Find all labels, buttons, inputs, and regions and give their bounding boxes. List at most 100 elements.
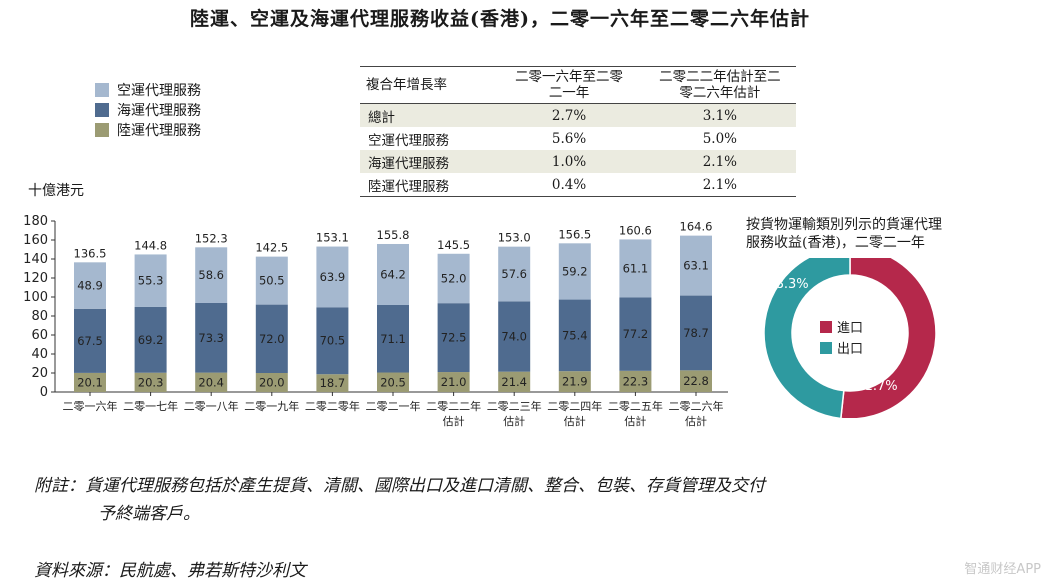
bar-segment	[619, 370, 652, 392]
table-row: 總計 2.7% 3.1%	[360, 103, 796, 127]
bar-total-label: 164.6	[680, 220, 713, 234]
bar-segment	[437, 303, 470, 373]
bar-segment	[134, 306, 167, 373]
x-axis-category-label: 估計	[624, 414, 646, 428]
bar-segment-label: 52.0	[441, 271, 467, 285]
y-axis-tick-label: 120	[23, 271, 48, 286]
footnote-line2: 予終端客戶。	[98, 504, 200, 524]
x-axis-category-label: 估計	[443, 414, 465, 428]
bar-segment	[558, 371, 591, 392]
donut-slice-label: 48.3%	[767, 277, 808, 292]
legend-swatch-sea	[95, 103, 109, 117]
bar-segment-label: 73.3	[198, 331, 224, 345]
footnote-label: 附註：	[34, 476, 85, 496]
source-note: 資料來源：民航處、弗若斯特沙利文	[34, 561, 306, 581]
bar-segment-label: 75.4	[562, 328, 588, 342]
table-row: 陸運代理服務 0.4% 2.1%	[360, 173, 796, 197]
y-axis-tick-label: 60	[31, 328, 48, 343]
legend-item-air: 空運代理服務	[95, 80, 201, 100]
donut-title-line2: 服務收益(香港)，二零二一年	[746, 235, 925, 251]
x-axis-category-label: 二零一九年	[244, 399, 299, 413]
x-axis-category-label: 估計	[503, 414, 525, 428]
bar-total-label: 152.3	[195, 231, 228, 245]
bar-segment	[74, 372, 106, 392]
bar-segment-label: 21.0	[441, 375, 467, 389]
bar-segment	[498, 246, 531, 302]
legend: 空運代理服務 海運代理服務 陸運代理服務	[95, 80, 201, 140]
bar-segment	[680, 295, 712, 371]
y-axis-tick-label: 100	[23, 290, 48, 305]
bar-segment-label: 48.9	[77, 279, 103, 293]
bar-segment-label: 69.2	[138, 333, 164, 347]
donut-slice-label: 51.7%	[856, 379, 897, 394]
legend-item-land: 陸運代理服務	[95, 120, 201, 140]
bar-segment	[316, 374, 349, 392]
legend-label-air: 空運代理服務	[117, 83, 201, 99]
cagr-header-label: 複合年增長率	[366, 77, 447, 93]
bar-segment-label: 22.3	[623, 374, 649, 388]
bar-segment-label: 55.3	[138, 274, 164, 288]
legend-swatch-air	[95, 83, 109, 97]
bar-segment-label: 63.9	[320, 270, 346, 284]
bar-total-label: 156.5	[558, 227, 591, 241]
x-axis-category-label: 估計	[564, 414, 586, 428]
bar-segment-label: 78.7	[683, 326, 709, 340]
bar-segment	[377, 304, 409, 373]
bar-segment-label: 61.1	[623, 261, 649, 275]
cagr-table-header-row: 複合年增長率 二零一六年至二零二一年 二零二二年估計至二零二六年估計	[360, 66, 796, 104]
cagr-row-label: 總計	[368, 109, 395, 126]
cagr-row-label: 陸運代理服務	[368, 178, 449, 195]
x-axis-category-label: 二零二零年	[305, 399, 360, 413]
y-axis-tick-label: 140	[23, 252, 48, 267]
bar-segment	[680, 235, 712, 296]
footnote: 附註：貨運代理服務包括於產生提貨、清關、國際出口及進口清關、整合、包裝、存貨管理…	[34, 472, 1034, 528]
x-axis-category-label: 二零一八年	[184, 399, 239, 413]
bar-segment	[74, 308, 106, 373]
watermark: 智通财经APP	[964, 562, 1041, 577]
cagr-row-v2: 3.1%	[702, 107, 738, 124]
bar-segment	[195, 302, 228, 373]
bar-segment-label: 74.0	[501, 330, 527, 344]
bar-segment-label: 20.4	[198, 375, 224, 389]
bar-segment	[619, 239, 652, 298]
bar-total-label: 153.0	[498, 231, 531, 245]
x-axis-category-label: 二零二二年	[426, 399, 481, 413]
cagr-row-v1: 0.4%	[551, 176, 587, 193]
bar-segment-label: 58.6	[198, 268, 224, 282]
y-axis-tick-label: 20	[31, 366, 48, 381]
bar-segment-label: 77.2	[623, 327, 649, 341]
y-axis-tick-label: 0	[40, 385, 48, 400]
chart-title: 陸運、空運及海運代理服務收益(香港)，二零一六年至二零二六年估計	[190, 8, 810, 30]
bar-segment	[195, 372, 228, 392]
legend-label-land: 陸運代理服務	[117, 123, 201, 139]
bar-segment	[619, 297, 652, 371]
bar-segment-label: 20.3	[138, 375, 164, 389]
bar-segment	[558, 243, 591, 300]
legend-item-sea: 海運代理服務	[95, 100, 201, 120]
bar-segment	[134, 254, 167, 307]
cagr-row-v1: 2.7%	[551, 107, 587, 124]
y-axis-tick-label: 160	[23, 233, 48, 248]
donut-legend-label: 出口	[837, 342, 863, 357]
cagr-header-col1: 二零一六年至二零二一年	[494, 67, 643, 104]
bar-segment	[558, 299, 591, 372]
bar-total-label: 142.5	[255, 241, 288, 255]
bar-segment	[255, 373, 288, 392]
cagr-header-col1-text: 二零一六年至二零二一年	[515, 69, 624, 101]
legend-swatch-land	[95, 123, 109, 137]
y-axis-tick-label: 40	[31, 347, 48, 362]
bar-segment-label: 20.1	[77, 375, 103, 389]
donut-slice	[763, 258, 851, 418]
bar-segment-label: 57.6	[501, 267, 527, 281]
cagr-row-v2: 5.0%	[702, 130, 738, 147]
bar-segment	[255, 304, 288, 373]
donut-title-line1: 按貨物運輸類別列示的貨運代理	[746, 217, 942, 233]
x-axis-category-label: 二零二四年	[547, 399, 602, 413]
bar-segment	[74, 262, 106, 309]
legend-label-sea: 海運代理服務	[117, 103, 201, 119]
bar-total-label: 145.5	[437, 238, 470, 252]
bar-segment	[195, 247, 228, 303]
bar-segment-label: 50.5	[259, 274, 285, 288]
bar-total-label: 144.8	[134, 238, 167, 252]
